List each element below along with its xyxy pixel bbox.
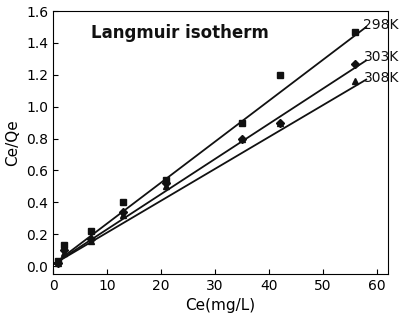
Text: 303K: 303K: [362, 50, 398, 64]
Text: 298K: 298K: [362, 19, 398, 33]
Text: 308K: 308K: [362, 71, 398, 85]
Text: Langmuir isotherm: Langmuir isotherm: [91, 24, 269, 42]
Y-axis label: Ce/Qe: Ce/Qe: [6, 119, 21, 166]
X-axis label: Ce(mg/L): Ce(mg/L): [185, 299, 255, 314]
